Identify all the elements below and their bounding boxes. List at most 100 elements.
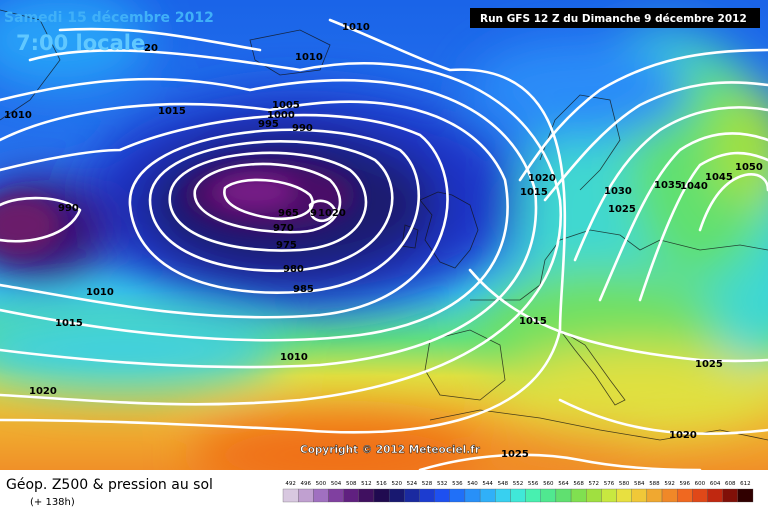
legend-label: 600 <box>695 481 706 487</box>
isobar-label: 1015 <box>158 106 186 117</box>
legend-swatch <box>495 488 511 503</box>
isobar-label: 1025 <box>695 359 723 370</box>
isobar-label: 1045 <box>705 172 733 183</box>
copyright: Copyright © 2012 Meteociel.fr <box>300 444 481 456</box>
isobar-label: 1050 <box>735 162 763 173</box>
isobars <box>0 18 768 470</box>
lead-time: (+ 138h) <box>30 497 75 508</box>
isobar-label: 1040 <box>680 181 708 192</box>
legend-swatch <box>358 488 375 503</box>
legend-swatch <box>388 488 405 503</box>
legend-label: 552 <box>513 481 524 487</box>
legend-label: 524 <box>407 481 418 487</box>
legend-swatch <box>737 488 754 503</box>
isobar-label: 1020 <box>29 386 57 397</box>
isobar-label: 970 <box>273 223 294 234</box>
field-title: Géop. Z500 & pression au sol <box>6 477 213 493</box>
isobar-label: 990 <box>58 203 79 214</box>
legend-swatch <box>464 488 481 503</box>
legend-label: 536 <box>452 481 463 487</box>
isobar-label: 1005 <box>272 100 300 111</box>
isobar-label: 1025 <box>501 449 529 460</box>
legend-swatch <box>631 488 648 503</box>
legend-swatch <box>555 488 572 503</box>
legend-swatch <box>373 488 390 503</box>
isobar-label: 1010 <box>342 22 370 33</box>
isobar-label: 1020 <box>528 173 556 184</box>
legend-swatch <box>282 488 299 503</box>
legend-swatch <box>328 488 344 503</box>
field: 1010 1010 20 1010 1015 1005 1000 995 990… <box>0 0 768 470</box>
legend-swatch <box>722 488 738 503</box>
isobar-label: 1000 <box>267 110 295 121</box>
legend-swatch <box>479 488 496 503</box>
legend-label: 612 <box>740 481 751 487</box>
isobar-label: 980 <box>283 264 304 275</box>
legend-label: 604 <box>710 481 721 487</box>
isobar-label: 1020 <box>669 430 697 441</box>
legend-label: 512 <box>361 481 372 487</box>
run-box <box>470 8 760 28</box>
forecast-time: 7:00 locale <box>16 31 145 55</box>
legend-swatch <box>692 488 708 503</box>
isobar-label: 1020 <box>318 208 346 219</box>
isobar-label: 1025 <box>608 204 636 215</box>
legend-label: 588 <box>649 481 660 487</box>
legend-label: 584 <box>634 481 645 487</box>
legend-swatch <box>510 488 526 503</box>
isobar-label: 1010 <box>295 52 323 63</box>
run-info: Run GFS 12 Z du Dimanche 9 décembre 2012 <box>480 13 747 25</box>
legend-swatch <box>313 488 329 503</box>
legend-swatch <box>434 488 450 503</box>
legend-label: 564 <box>558 481 569 487</box>
isobar-label: 1015 <box>55 318 83 329</box>
isobar-label: 1015 <box>520 187 548 198</box>
legend-swatch <box>677 488 693 503</box>
legend-label: 540 <box>467 481 478 487</box>
isobar-label: 990 <box>292 123 313 134</box>
isobar-label: 1010 <box>280 352 308 363</box>
legend-swatch <box>707 488 723 503</box>
legend-label: 576 <box>604 481 615 487</box>
legend-swatch <box>661 488 678 503</box>
isobar-label: 1030 <box>604 186 632 197</box>
legend-swatch <box>601 488 617 503</box>
isobar-label: 975 <box>276 240 297 251</box>
isobar-label: 985 <box>293 284 314 295</box>
coastlines <box>0 9 768 441</box>
legend-label: 500 <box>316 481 327 487</box>
isobar-label: 1010 <box>86 287 114 298</box>
legend-label: 532 <box>437 481 448 487</box>
legend-swatch <box>343 488 359 503</box>
legend-swatch <box>646 488 663 503</box>
legend-label: 556 <box>528 481 539 487</box>
isobar-labels: 1010 1010 20 1010 1015 1005 1000 995 990… <box>4 22 763 460</box>
isobar-label: 1035 <box>654 180 682 191</box>
legend-label: 528 <box>422 481 433 487</box>
legend-swatch <box>525 488 541 503</box>
legend-label: 560 <box>543 481 554 487</box>
legend-label: 516 <box>376 481 387 487</box>
isobar-label: 1010 <box>4 110 32 121</box>
legend-label: 544 <box>482 481 493 487</box>
legend-swatch <box>404 488 420 503</box>
legend-label: 520 <box>391 481 402 487</box>
legend-label: 608 <box>725 481 736 487</box>
isobar-label: 965 <box>278 208 299 219</box>
legend-swatch <box>570 488 587 503</box>
isobar-label: 995 <box>258 119 279 130</box>
legend-swatch <box>419 488 435 503</box>
legend-swatch <box>540 488 557 503</box>
isobar-label: 1015 <box>519 316 547 327</box>
isobar-label: 20 <box>144 43 158 54</box>
legend-label: 492 <box>285 481 296 487</box>
legend-label: 596 <box>680 481 691 487</box>
forecast-date: Samedi 15 décembre 2012 <box>4 10 214 26</box>
legend-label: 548 <box>498 481 509 487</box>
legend: 492 496 500 504 508 512 516 520 524 528 532 536 540 5… <box>282 481 754 503</box>
legend-swatch <box>449 488 466 503</box>
legend-label: 496 <box>300 481 311 487</box>
legend-swatch <box>298 488 314 503</box>
legend-swatch <box>586 488 602 503</box>
